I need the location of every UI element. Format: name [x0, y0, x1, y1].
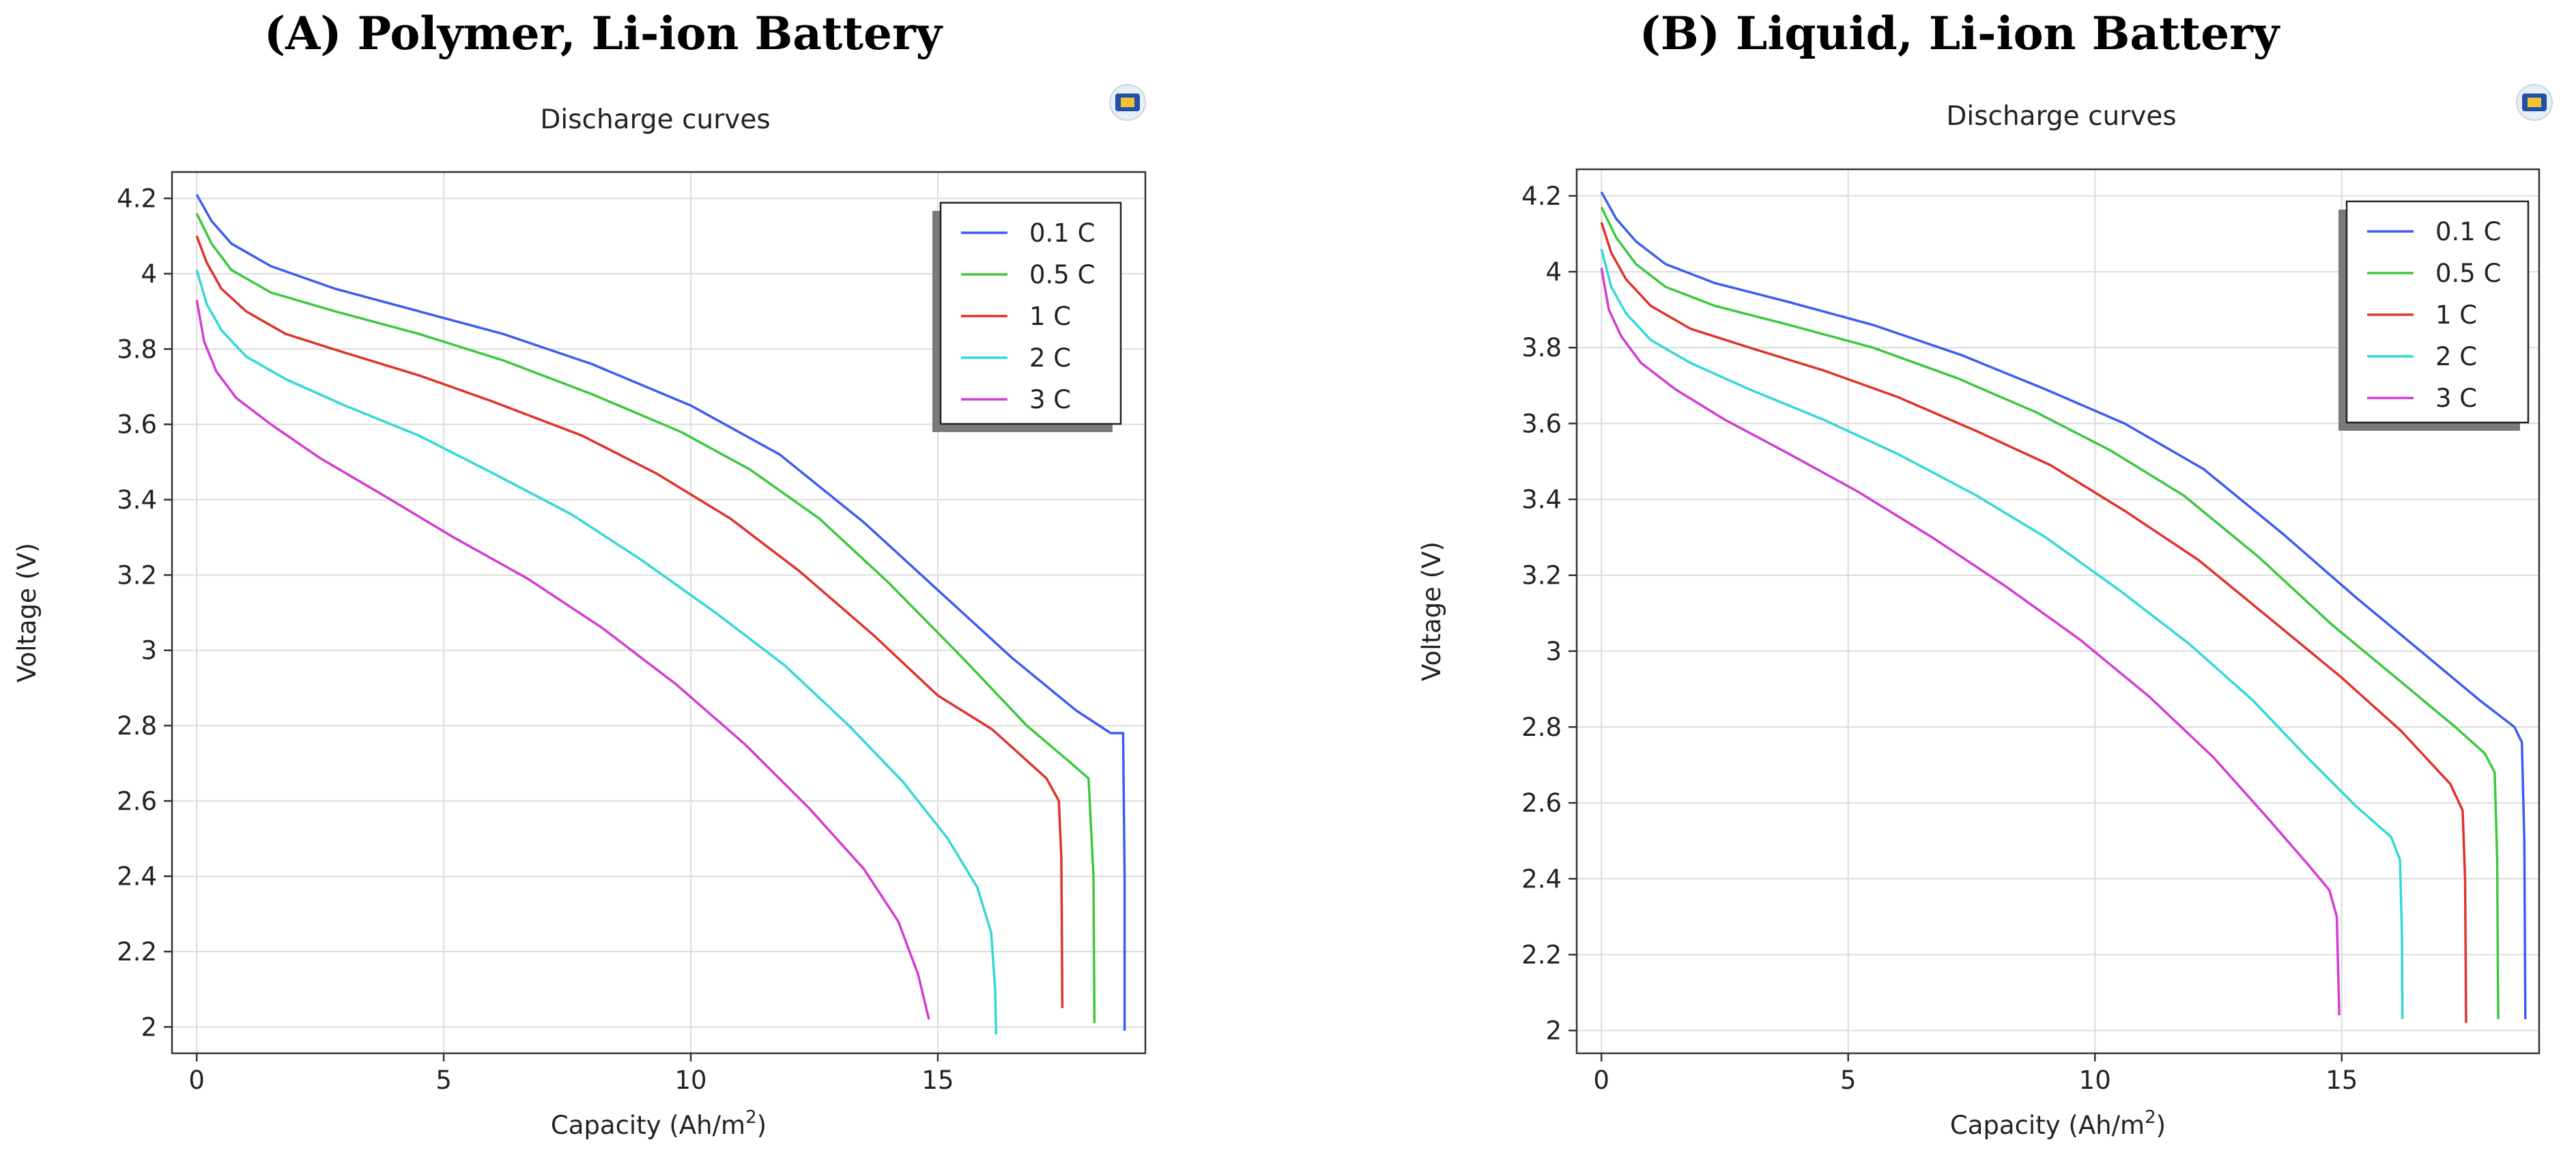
legend-label: 1 C: [2435, 300, 2477, 330]
y-tick-label: 2.2: [1521, 940, 1562, 969]
series-line-0-5-c: [1600, 206, 2500, 1020]
x-axis-label: Capacity (Ah/m2): [1950, 1107, 2166, 1140]
x-tick-label: 5: [1840, 1066, 1857, 1095]
y-tick-label: 2: [1545, 1016, 1562, 1046]
plot-frame: [1575, 168, 2541, 1055]
y-axis-label: Voltage (V): [1417, 541, 1446, 681]
y-tick-label: 2.4: [117, 862, 157, 892]
plot-title: Discharge curves: [540, 104, 770, 135]
panel-b: (B) Liquid, Li-ion Battery Discharge cur…: [1288, 0, 2576, 1155]
chart-a: Discharge curves 0 5 10 15 2 2.2 2.4 2.6 2.8 3 3.2 3…: [12, 84, 1147, 1140]
grid: [172, 172, 1145, 1053]
y-tick-label: 3.2: [1521, 561, 1562, 590]
legend-label: 3 C: [1029, 385, 1071, 414]
x-tick-label: 10: [675, 1066, 707, 1095]
legend: 0.1 C 0.5 C 1 C 2 C 3 C: [2338, 200, 2530, 431]
y-tick-label: 3.8: [117, 334, 157, 364]
series-line-3-c: [1600, 268, 2341, 1016]
y-tick-label: 3.4: [1521, 485, 1562, 515]
y-tick-label: 2.8: [117, 711, 157, 741]
y-tick-label: 2.6: [1521, 788, 1562, 818]
y-tick-label: 2.4: [1521, 864, 1562, 894]
y-tick-label: 3.4: [117, 485, 157, 515]
y-tick-label: 4.2: [1521, 182, 1562, 211]
image-icon[interactable]: [1109, 84, 1146, 121]
image-icon[interactable]: [2516, 84, 2553, 121]
x-tick-label: 10: [2079, 1066, 2111, 1095]
y-tick-label: 2.8: [1521, 713, 1562, 742]
panel-a: (A) Polymer, Li-ion Battery Discharge cu…: [12, 7, 1147, 1140]
y-tick-label: 4: [141, 259, 157, 289]
plot-frame: [171, 171, 1147, 1055]
y-tick-label: 3: [141, 636, 157, 666]
x-tick-label: 5: [435, 1066, 452, 1095]
series-line-2-c: [195, 269, 998, 1035]
legend-label: 2 C: [2435, 342, 2477, 371]
y-tick-label: 2.6: [117, 786, 157, 816]
plot-title: Discharge curves: [1946, 101, 2176, 132]
panel-a-title: (A) Polymer, Li-ion Battery: [263, 7, 943, 60]
legend-label: 0.5 C: [1029, 260, 1095, 289]
series-line-0-1-c: [195, 194, 1126, 1031]
y-tick-label: 3.8: [1521, 333, 1562, 362]
legend: 0.1 C 0.5 C 1 C 2 C 3 C: [932, 201, 1122, 432]
legend-label: 2 C: [1029, 343, 1071, 373]
y-tick-label: 3.6: [1521, 409, 1562, 438]
x-tick-label: 15: [2325, 1066, 2358, 1095]
y-tick-label: 4: [1545, 257, 1562, 287]
x-tick-label: 15: [921, 1066, 954, 1095]
legend-label: 1 C: [1029, 302, 1071, 331]
y-tick-label: 3: [1545, 637, 1562, 666]
y-tick-label: 2: [141, 1012, 157, 1042]
y-tick-label: 3.2: [117, 560, 157, 590]
legend-label: 0.1 C: [1029, 218, 1095, 248]
panel-b-title: (B) Liquid, Li-ion Battery: [1639, 7, 2280, 60]
y-tick-label: 3.6: [117, 410, 157, 440]
series-line-1-c: [1600, 222, 2467, 1023]
x-tick-label: 0: [188, 1066, 205, 1095]
series-line-1-c: [195, 236, 1064, 1008]
series-line-0-5-c: [195, 212, 1096, 1023]
series-line-3-c: [195, 300, 930, 1020]
y-tick-label: 2.2: [117, 937, 157, 967]
x-tick-label: 0: [1593, 1066, 1609, 1095]
y-axis-label: Voltage (V): [12, 543, 42, 683]
series-line-2-c: [1600, 248, 2404, 1020]
legend-label: 0.1 C: [2435, 217, 2501, 246]
legend-label: 0.5 C: [2435, 259, 2501, 288]
chart-b: Discharge curves 0 5 10 15 2 2.2 2.4 2.6 2.8 3 3.2 3…: [1417, 84, 2553, 1140]
x-axis-label: Capacity (Ah/m2): [551, 1107, 767, 1140]
legend-label: 3 C: [2435, 384, 2477, 413]
series-line-0-1-c: [1600, 191, 2527, 1020]
y-tick-label: 4.2: [117, 184, 157, 214]
